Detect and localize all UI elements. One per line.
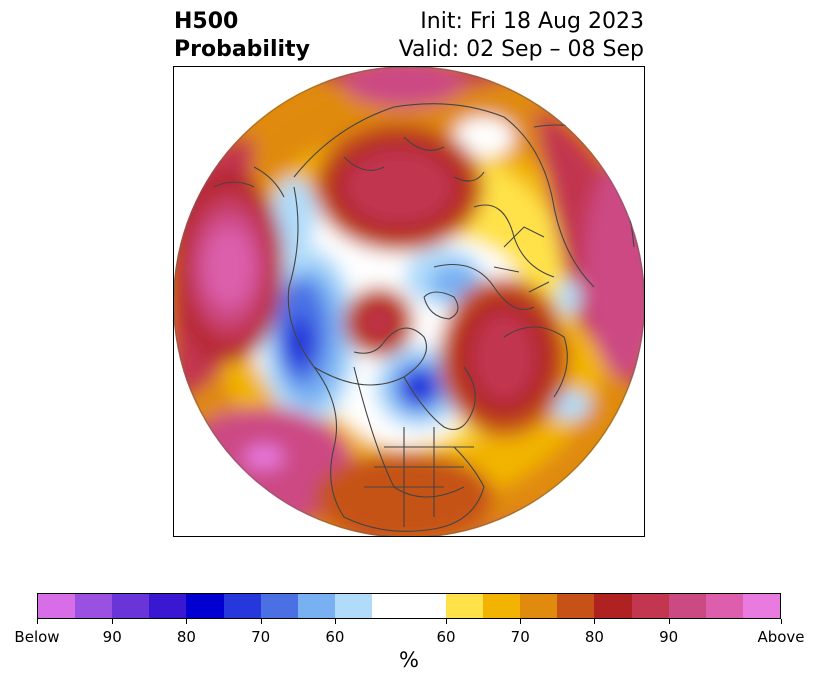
colorbar-segment (594, 594, 632, 618)
colorbar-tick-label: Above (757, 628, 805, 646)
colorbar-segment (557, 594, 595, 618)
colorbar-segment (631, 594, 669, 618)
colorbar-tick-label: 80 (584, 628, 604, 646)
colorbar-tick-label: 90 (659, 628, 679, 646)
colorbar-segment (483, 594, 521, 618)
colorbar-unit-label: % (399, 648, 419, 672)
valid-period: Valid: 02 Sep – 08 Sep (398, 37, 644, 62)
colorbar-segment (520, 594, 558, 618)
colorbar-tick-mark (260, 619, 262, 624)
map-panel (173, 66, 645, 537)
colorbar-tick-mark (446, 619, 447, 624)
colorbar-segment (742, 594, 780, 618)
coastlines (213, 103, 635, 532)
colorbar-segment (260, 594, 298, 618)
colorbar-segment (149, 594, 187, 618)
colorbar (37, 593, 781, 619)
probability-map (174, 67, 644, 536)
title-variable: H500 (174, 9, 239, 34)
colorbar-tick-mark (668, 619, 670, 624)
colorbar-tick-mark (520, 619, 522, 624)
colorbar-tick-label: Below (14, 628, 60, 646)
colorbar-tick-mark (112, 619, 114, 624)
colorbar-tick-label: 60 (436, 628, 456, 646)
colorbar-segment (297, 594, 335, 618)
colorbar-segment (371, 594, 446, 618)
colorbar-tick-mark (781, 619, 782, 624)
colorbar-segment (186, 594, 224, 618)
colorbar-segment (668, 594, 706, 618)
colorbar-segment (445, 594, 484, 618)
colorbar-segment (705, 594, 743, 618)
colorbar-tick-label: 90 (102, 628, 122, 646)
map-title: H500 Probability (174, 8, 310, 64)
colorbar-tick-label: 70 (510, 628, 530, 646)
colorbar-tick-label: 60 (325, 628, 345, 646)
colorbar-tick-mark (37, 619, 38, 624)
colorbar-tick-label: 70 (251, 628, 271, 646)
colorbar-tick-mark (334, 619, 336, 624)
colorbar-tick-mark (186, 619, 188, 624)
colorbar-segment (223, 594, 261, 618)
probability-field (174, 67, 644, 536)
colorbar-segment (112, 594, 150, 618)
colorbar-segment (334, 594, 372, 618)
colorbar-segment (75, 594, 113, 618)
colorbar-segment (38, 594, 76, 618)
forecast-dates: Init: Fri 18 Aug 2023 Valid: 02 Sep – 08… (399, 8, 644, 64)
title-product: Probability (174, 37, 310, 62)
colorbar-tick-label: 80 (176, 628, 196, 646)
init-date: Init: Fri 18 Aug 2023 (420, 9, 644, 34)
colorbar-tick-mark (594, 619, 596, 624)
